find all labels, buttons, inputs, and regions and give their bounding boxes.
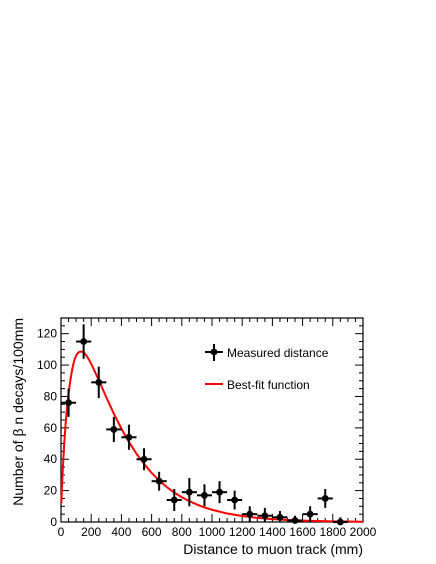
- y-tick-label: 80: [44, 389, 58, 403]
- data-point: [166, 489, 182, 512]
- x-tick-label: 1000: [199, 525, 226, 539]
- data-point: [181, 478, 197, 507]
- x-tick-label: 200: [81, 525, 101, 539]
- point-marker: [321, 495, 329, 502]
- x-axis-title: Distance to muon track (mm): [183, 541, 363, 557]
- y-tick-label: 20: [44, 484, 58, 498]
- data-point: [196, 484, 212, 507]
- data-point: [287, 515, 303, 524]
- data-point: [302, 506, 318, 522]
- legend: Measured distance Best-fit function: [205, 344, 329, 392]
- point-marker: [95, 378, 103, 386]
- data-point: [227, 490, 243, 510]
- point-marker: [216, 488, 223, 496]
- x-tick-label: 400: [111, 525, 131, 539]
- y-tick-label: 100: [37, 358, 57, 372]
- data-point: [212, 481, 228, 504]
- data-point: [91, 366, 107, 399]
- data-point: [272, 511, 288, 522]
- point-marker: [276, 513, 284, 521]
- point-marker: [231, 496, 239, 504]
- x-tick-label: 1800: [319, 525, 346, 539]
- x-tick-label: 1200: [229, 525, 256, 539]
- data-point: [61, 388, 77, 417]
- fit-curve-layer: [60, 350, 364, 523]
- data-points-layer: [61, 324, 348, 526]
- fit-curve: [60, 350, 364, 523]
- point-marker: [291, 517, 299, 524]
- x-tick-label: 2000: [350, 525, 377, 539]
- point-marker: [80, 338, 88, 345]
- axis-ticks: 0 200 400 600 800 1000 1200 1400 1600 1800 2000 0 20…: [37, 317, 377, 539]
- data-point: [136, 448, 152, 471]
- x-tick-label: 1400: [259, 525, 286, 539]
- data-point: [242, 506, 258, 522]
- data-point: [76, 324, 92, 359]
- y-tick-label: 60: [44, 421, 58, 435]
- point-marker: [140, 455, 148, 463]
- data-point: [317, 489, 333, 508]
- data-point: [121, 424, 137, 450]
- y-tick-label: 0: [50, 515, 57, 529]
- point-marker: [246, 510, 254, 518]
- point-marker: [125, 433, 133, 441]
- point-marker: [110, 426, 118, 433]
- data-point: [332, 517, 348, 526]
- point-marker: [185, 488, 193, 496]
- x-tick-label: 800: [172, 525, 192, 539]
- point-marker: [261, 512, 269, 520]
- point-marker: [170, 496, 178, 504]
- y-axis-title: Number of β n decays/100mm: [10, 318, 26, 506]
- point-marker: [336, 518, 344, 526]
- data-point: [257, 507, 273, 522]
- point-marker: [306, 510, 314, 518]
- data-point: [106, 416, 122, 442]
- y-tick-label: 40: [44, 452, 58, 466]
- point-marker: [201, 491, 208, 499]
- x-tick-label: 600: [142, 525, 162, 539]
- y-tick-label: 120: [37, 327, 57, 341]
- data-point: [151, 471, 167, 491]
- x-tick-label: 0: [58, 525, 65, 539]
- point-marker: [155, 477, 163, 485]
- point-marker: [65, 399, 72, 407]
- x-tick-label: 1600: [289, 525, 316, 539]
- legend-fit-label: Best-fit function: [227, 378, 310, 392]
- legend-points-label: Measured distance: [227, 346, 329, 360]
- legend-points-marker-dot: [210, 348, 218, 356]
